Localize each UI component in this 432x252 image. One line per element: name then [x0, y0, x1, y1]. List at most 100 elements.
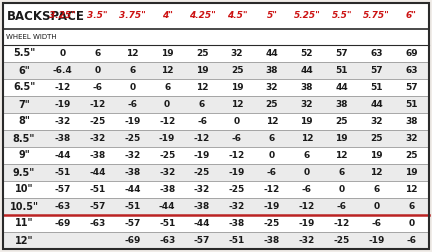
Bar: [3, 147, 429, 164]
Text: 4.25": 4.25": [189, 12, 216, 20]
Text: 25: 25: [405, 151, 418, 160]
Text: 6": 6": [18, 66, 30, 76]
Text: 12: 12: [161, 66, 173, 75]
Text: 6: 6: [408, 202, 415, 211]
Bar: [3, 113, 429, 130]
Text: 32: 32: [301, 100, 313, 109]
Text: -63: -63: [89, 219, 105, 228]
Text: -51: -51: [229, 236, 245, 245]
Text: -44: -44: [194, 219, 210, 228]
Text: -51: -51: [89, 185, 105, 194]
Text: 7": 7": [18, 100, 30, 110]
Text: -6: -6: [372, 219, 381, 228]
Text: 19: 19: [161, 49, 174, 58]
Text: 8.5": 8.5": [13, 134, 35, 143]
Text: 12: 12: [301, 134, 313, 143]
Text: -25: -25: [124, 134, 140, 143]
Text: -38: -38: [89, 151, 105, 160]
Text: -19: -19: [368, 236, 385, 245]
Text: 12: 12: [126, 49, 139, 58]
Text: 25: 25: [370, 134, 383, 143]
Text: 19: 19: [231, 83, 243, 92]
Text: 12: 12: [405, 185, 418, 194]
Text: -32: -32: [54, 117, 70, 126]
Text: 38: 38: [336, 100, 348, 109]
Text: 19: 19: [301, 117, 313, 126]
Text: -25: -25: [264, 219, 280, 228]
Text: -63: -63: [159, 236, 175, 245]
Text: -12: -12: [54, 83, 70, 92]
Text: 3.75": 3.75": [119, 12, 146, 20]
Bar: [3, 62, 429, 79]
Text: 25: 25: [231, 66, 243, 75]
Text: 25: 25: [336, 117, 348, 126]
Text: -6: -6: [232, 134, 242, 143]
Text: 6.5": 6.5": [13, 82, 35, 92]
Text: -57: -57: [89, 202, 105, 211]
Bar: [3, 96, 429, 113]
Text: -6.4: -6.4: [53, 66, 72, 75]
Text: 5.5": 5.5": [13, 48, 35, 58]
Text: 19: 19: [370, 151, 383, 160]
Text: 44: 44: [266, 49, 278, 58]
Text: 10.5": 10.5": [10, 202, 38, 211]
Text: -69: -69: [54, 219, 71, 228]
Bar: [3, 79, 429, 96]
Bar: [3, 198, 429, 215]
Text: -19: -19: [264, 202, 280, 211]
Text: 5.75": 5.75": [363, 12, 390, 20]
Text: 4.5": 4.5": [227, 12, 247, 20]
Text: -19: -19: [54, 100, 71, 109]
Text: -38: -38: [264, 236, 280, 245]
Text: 0: 0: [234, 117, 240, 126]
Text: -25: -25: [229, 185, 245, 194]
Text: -51: -51: [124, 202, 140, 211]
Text: 0: 0: [339, 185, 345, 194]
Bar: [3, 45, 429, 62]
Text: 32: 32: [266, 83, 278, 92]
Text: 0: 0: [409, 219, 415, 228]
Text: BACKSPACE: BACKSPACE: [7, 10, 85, 22]
Text: 6: 6: [339, 168, 345, 177]
Text: -69: -69: [124, 236, 140, 245]
Text: 0: 0: [164, 100, 170, 109]
Text: -44: -44: [159, 202, 175, 211]
Text: -57: -57: [194, 236, 210, 245]
Text: 10": 10": [15, 184, 33, 195]
Text: 6: 6: [94, 49, 101, 58]
Text: 19: 19: [335, 134, 348, 143]
Text: 0: 0: [59, 49, 66, 58]
Text: -44: -44: [89, 168, 105, 177]
Text: 6: 6: [164, 83, 170, 92]
Text: 38: 38: [266, 66, 278, 75]
Text: 5.25": 5.25": [293, 12, 320, 20]
Text: 51: 51: [370, 83, 383, 92]
Text: 4": 4": [162, 12, 173, 20]
Text: 12: 12: [266, 117, 278, 126]
Text: -44: -44: [124, 185, 140, 194]
Text: 12": 12": [15, 236, 33, 245]
Text: 63: 63: [370, 49, 383, 58]
Text: 19: 19: [196, 66, 208, 75]
Text: 32: 32: [231, 49, 243, 58]
Text: 57: 57: [405, 83, 418, 92]
Text: -12: -12: [194, 134, 210, 143]
Text: 25: 25: [196, 49, 208, 58]
Text: 44: 44: [300, 66, 313, 75]
Text: 6: 6: [304, 151, 310, 160]
Text: -19: -19: [124, 117, 140, 126]
Text: -6: -6: [302, 185, 312, 194]
Text: -38: -38: [159, 185, 175, 194]
Text: 0: 0: [94, 66, 100, 75]
Text: -25: -25: [334, 236, 350, 245]
Text: -38: -38: [194, 202, 210, 211]
Text: -57: -57: [54, 185, 71, 194]
Text: 6": 6": [406, 12, 417, 20]
Text: -6: -6: [407, 236, 416, 245]
Text: 0: 0: [129, 83, 135, 92]
Text: -6: -6: [197, 117, 207, 126]
Text: -12: -12: [89, 100, 105, 109]
Bar: [3, 164, 429, 181]
Text: 69: 69: [405, 49, 418, 58]
Text: 6: 6: [129, 66, 135, 75]
